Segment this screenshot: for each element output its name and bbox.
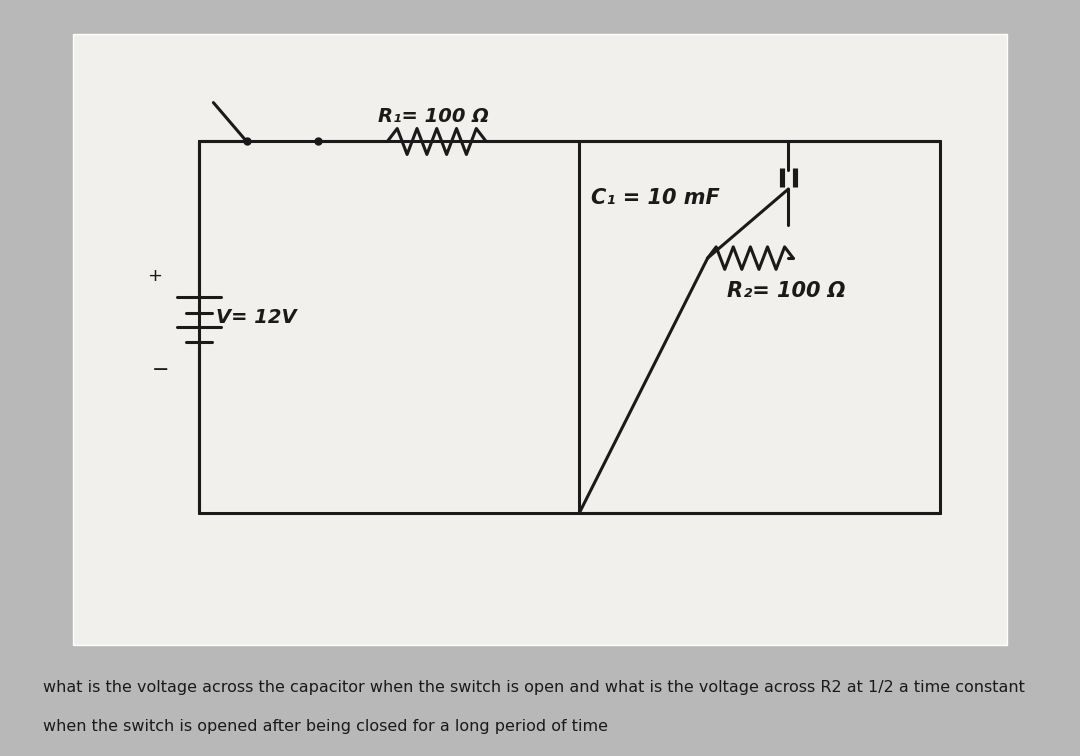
Text: when the switch is opened after being closed for a long period of time: when the switch is opened after being cl…	[43, 719, 608, 734]
Text: +: +	[147, 268, 162, 286]
Text: V= 12V: V= 12V	[216, 308, 297, 327]
Text: R₁= 100 Ω: R₁= 100 Ω	[378, 107, 489, 126]
FancyBboxPatch shape	[73, 35, 1007, 645]
Text: C₁ = 10 mF: C₁ = 10 mF	[591, 187, 719, 208]
Text: −: −	[151, 361, 170, 380]
Text: what is the voltage across the capacitor when the switch is open and what is the: what is the voltage across the capacitor…	[43, 680, 1025, 695]
Text: R₂= 100 Ω: R₂= 100 Ω	[727, 281, 846, 301]
